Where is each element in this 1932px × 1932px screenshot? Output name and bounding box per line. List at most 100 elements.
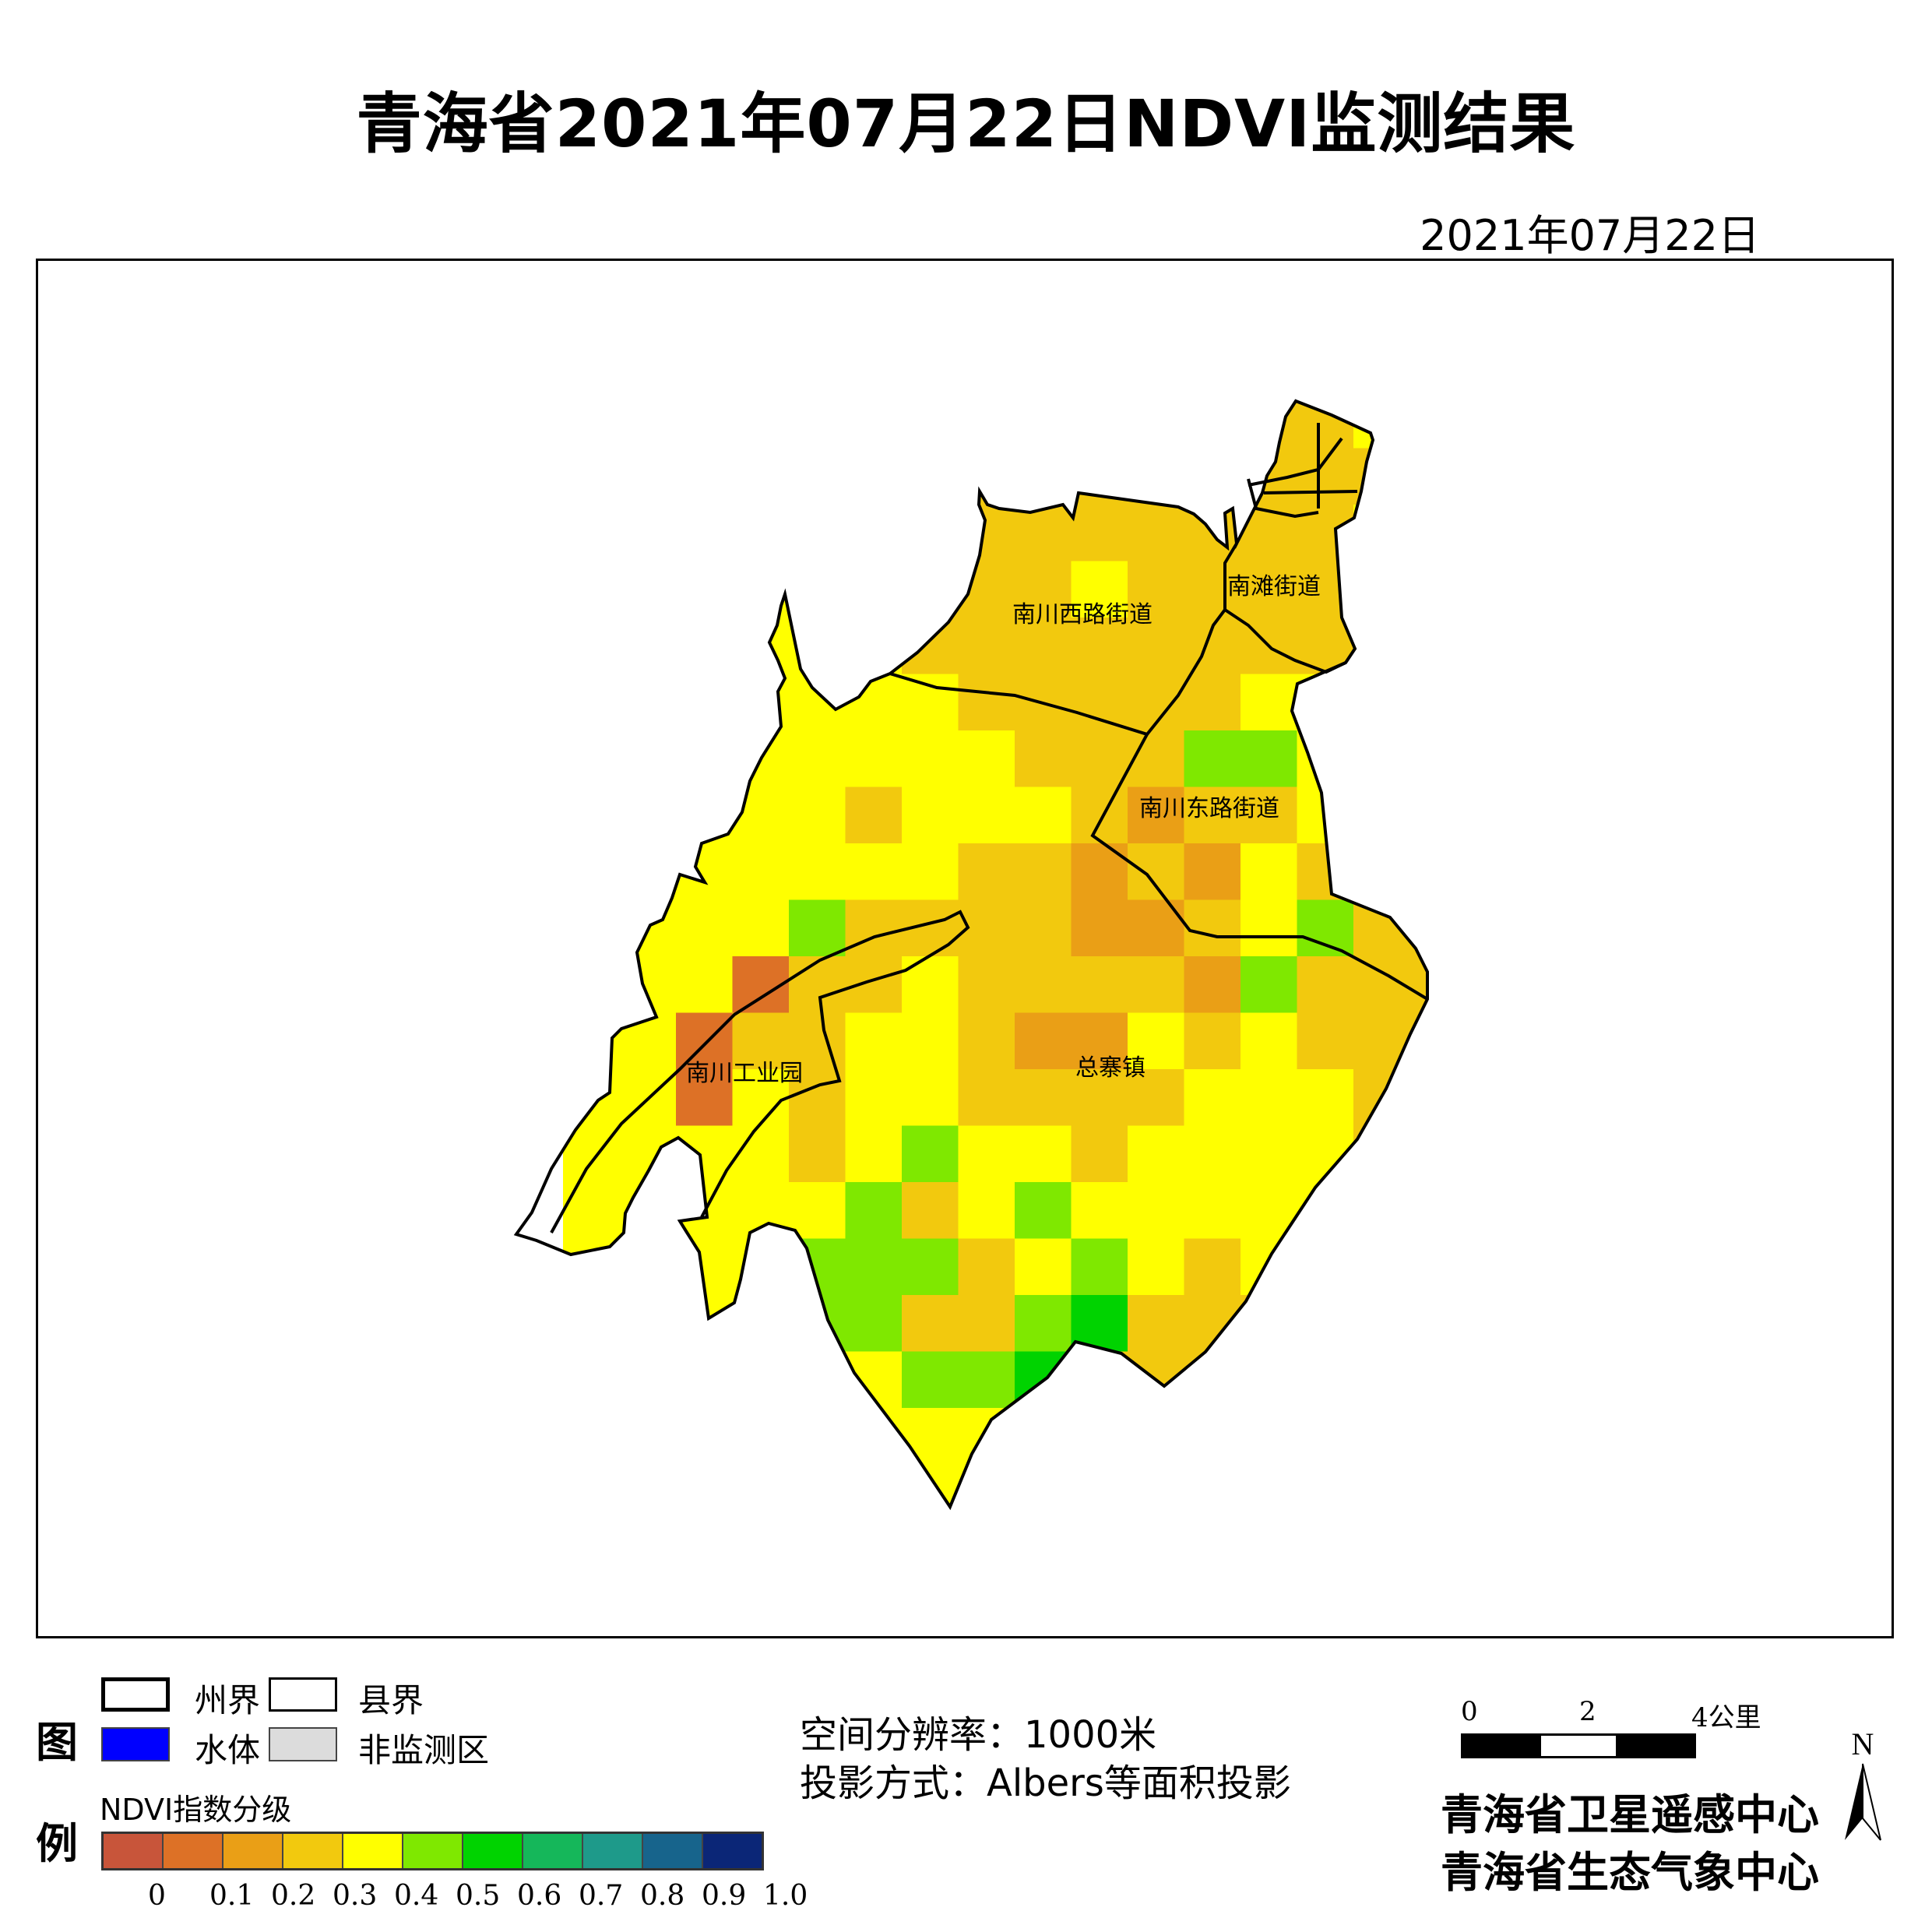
ramp-tick-label: 0.9 (702, 1880, 747, 1912)
ndvi-cell (1409, 1125, 1427, 1183)
ndvi-cell (1184, 1521, 1242, 1578)
ndvi-cell (1184, 1012, 1241, 1070)
ndvi-cell (563, 1521, 621, 1578)
ndvi-cell (1015, 1125, 1072, 1183)
ndvi-cell (902, 1012, 959, 1070)
ndvi-cell (1128, 401, 1185, 449)
ndvi-cell (1184, 956, 1241, 1014)
ndvi-cell (902, 956, 959, 1014)
ndvi-cell (676, 956, 734, 1014)
ndvi-cell (845, 843, 903, 901)
ndvi-cell (902, 448, 959, 505)
ndvi-cell (902, 401, 959, 449)
region-label: 南川工业园 (686, 1060, 803, 1087)
ndvi-cell (1184, 1238, 1241, 1296)
ramp-swatch (703, 1834, 762, 1868)
ndvi-cell (789, 1182, 846, 1240)
map-frame: 南川西路街道 南滩街道 南川东路街道 南川工业园 总寨镇 (36, 259, 1894, 1638)
ndvi-cell (732, 1125, 790, 1183)
ramp-tick-label: 0.2 (271, 1880, 316, 1912)
ndvi-cell (676, 1464, 734, 1507)
ndvi-cell (676, 674, 734, 731)
ndvi-cell (1071, 1464, 1128, 1507)
ramp-tick-label: 0.8 (640, 1880, 685, 1912)
ndvi-cell (619, 787, 677, 844)
ndvi-cell (845, 401, 903, 449)
ndvi-cell (619, 1351, 677, 1409)
ndvi-cell (902, 1295, 959, 1353)
ndvi-cell (789, 1012, 846, 1070)
ndvi-cell (789, 674, 846, 731)
ramp-swatch (104, 1834, 164, 1868)
ndvi-cell (1128, 899, 1185, 957)
ndvi-cell (1071, 1182, 1128, 1240)
ndvi-cell (676, 401, 734, 449)
ndvi-cell (1128, 505, 1185, 562)
scale-bar (1461, 1733, 1696, 1758)
ndvi-cell (563, 674, 621, 731)
ndvi-cell (1466, 787, 1524, 845)
ndvi-cell (1240, 505, 1298, 562)
ndvi-cell (959, 1521, 1016, 1578)
ndvi-cell (676, 561, 734, 618)
org-name: 青海省生态气象中心 (1441, 1848, 1819, 1897)
ndvi-cell (846, 1521, 903, 1578)
ndvi-cell (1297, 1408, 1354, 1466)
ndvi-cell (845, 448, 903, 505)
ndvi-cell (789, 505, 846, 562)
ndvi-cell (1128, 448, 1185, 505)
ndvi-cell (845, 1012, 903, 1070)
ndvi-cell (1466, 956, 1524, 1014)
ndvi-cell (789, 1464, 846, 1507)
ndvi-cell (563, 899, 621, 957)
ndvi-cell (1353, 401, 1411, 449)
scale-label: 2 (1579, 1696, 1596, 1727)
ndvi-cell (563, 561, 621, 618)
ndvi-cell (619, 618, 677, 675)
ndvi-cell (620, 1521, 677, 1578)
ndvi-cell (1353, 618, 1411, 675)
ramp-swatch (463, 1834, 523, 1868)
ndvi-cell (1128, 1295, 1185, 1353)
north-arrow-icon: N (1845, 1726, 1881, 1841)
ndvi-cell (958, 843, 1015, 901)
ndvi-cell (1128, 561, 1185, 618)
ndvi-cell (902, 730, 959, 788)
ndvi-cell (1353, 674, 1411, 731)
ndvi-cell (1128, 618, 1185, 675)
ndvi-cell (1015, 1408, 1072, 1466)
ndvi-cell (1240, 843, 1298, 901)
ndvi-cell (845, 1295, 903, 1353)
ramp-tick-label: 0 (148, 1880, 166, 1912)
ndvi-cell (563, 1351, 621, 1409)
ndvi-cell (902, 1351, 959, 1409)
ndvi-cell (1015, 956, 1072, 1014)
ndvi-cell (1240, 674, 1298, 731)
ndvi-cell (1184, 561, 1241, 618)
ndvi-cell (1015, 561, 1072, 618)
ndvi-cell (1128, 843, 1185, 901)
ndvi-cell (1353, 899, 1411, 957)
ndvi-cell (902, 1464, 959, 1507)
ndvi-cell (563, 505, 621, 562)
ndvi-cell (1353, 730, 1411, 788)
ndvi-cell (1240, 1238, 1298, 1296)
ndvi-cell (563, 787, 621, 844)
ndvi-cell (902, 787, 959, 844)
ndvi-cell (676, 1408, 734, 1466)
ndvi-cell (676, 1069, 734, 1127)
ndvi-cell (1015, 1069, 1072, 1127)
ndvi-cell (1128, 1125, 1185, 1183)
ndvi-cell (958, 561, 1015, 618)
ndvi-cell (1240, 1351, 1298, 1409)
ndvi-cell (902, 561, 959, 618)
ndvi-cell (789, 401, 846, 449)
ndvi-cell (1297, 1069, 1354, 1127)
ndvi-cell (845, 787, 903, 844)
ndvi-cell (958, 1295, 1015, 1353)
ndvi-cell (1128, 1464, 1185, 1507)
ndvi-cell (845, 561, 903, 618)
ndvi-cell (563, 1295, 621, 1353)
non-monitored-swatch (269, 1727, 337, 1761)
ndvi-cell (1015, 843, 1072, 901)
